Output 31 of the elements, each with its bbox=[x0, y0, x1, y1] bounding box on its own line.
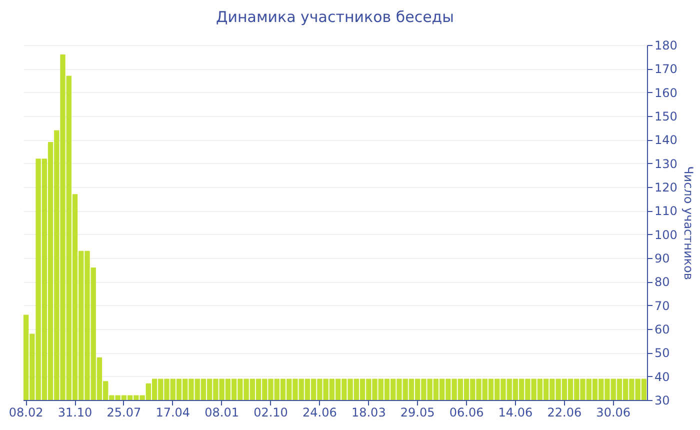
y-tick-label: 70 bbox=[654, 298, 670, 313]
x-tick-label: 14.06 bbox=[498, 406, 533, 420]
x-tick-label: 08.01 bbox=[204, 406, 240, 420]
x-tick-label: 06.06 bbox=[449, 406, 484, 420]
y-tick-label: 100 bbox=[654, 228, 678, 242]
y-tick-label: 110 bbox=[654, 204, 678, 218]
x-tick-label: 24.06 bbox=[302, 406, 337, 420]
y-axis-title: Число участников bbox=[681, 166, 696, 280]
x-tick-label: 08.02 bbox=[8, 406, 44, 420]
y-tick-label: 40 bbox=[654, 370, 670, 384]
y-tick-label: 140 bbox=[654, 133, 678, 148]
x-tick-label: 22.06 bbox=[547, 406, 582, 420]
y-tick-label: 30 bbox=[654, 394, 670, 408]
x-tick-label: 29.05 bbox=[400, 406, 435, 420]
chart-title: Динамика участников беседы bbox=[216, 8, 454, 26]
y-tick-label: 120 bbox=[654, 180, 678, 194]
x-tick-label: 30.06 bbox=[596, 406, 631, 420]
y-tick-label: 80 bbox=[654, 275, 670, 290]
y-tick-label: 50 bbox=[654, 346, 670, 360]
x-tick-label: 17.04 bbox=[156, 406, 190, 420]
x-tick-label: 25.07 bbox=[106, 406, 142, 420]
x-tick-label: 02.10 bbox=[254, 406, 288, 420]
y-tick-label: 170 bbox=[654, 62, 678, 76]
y-tick-label: 90 bbox=[654, 252, 670, 266]
y-tick-label: 180 bbox=[654, 38, 678, 52]
x-tick-label: 18.03 bbox=[351, 406, 386, 420]
y-tick-label: 150 bbox=[654, 110, 678, 124]
y-tick-label: 160 bbox=[654, 86, 678, 100]
x-tick-label: 31.10 bbox=[58, 406, 92, 420]
y-tick-label: 60 bbox=[654, 322, 670, 336]
y-tick-label: 130 bbox=[654, 156, 678, 171]
